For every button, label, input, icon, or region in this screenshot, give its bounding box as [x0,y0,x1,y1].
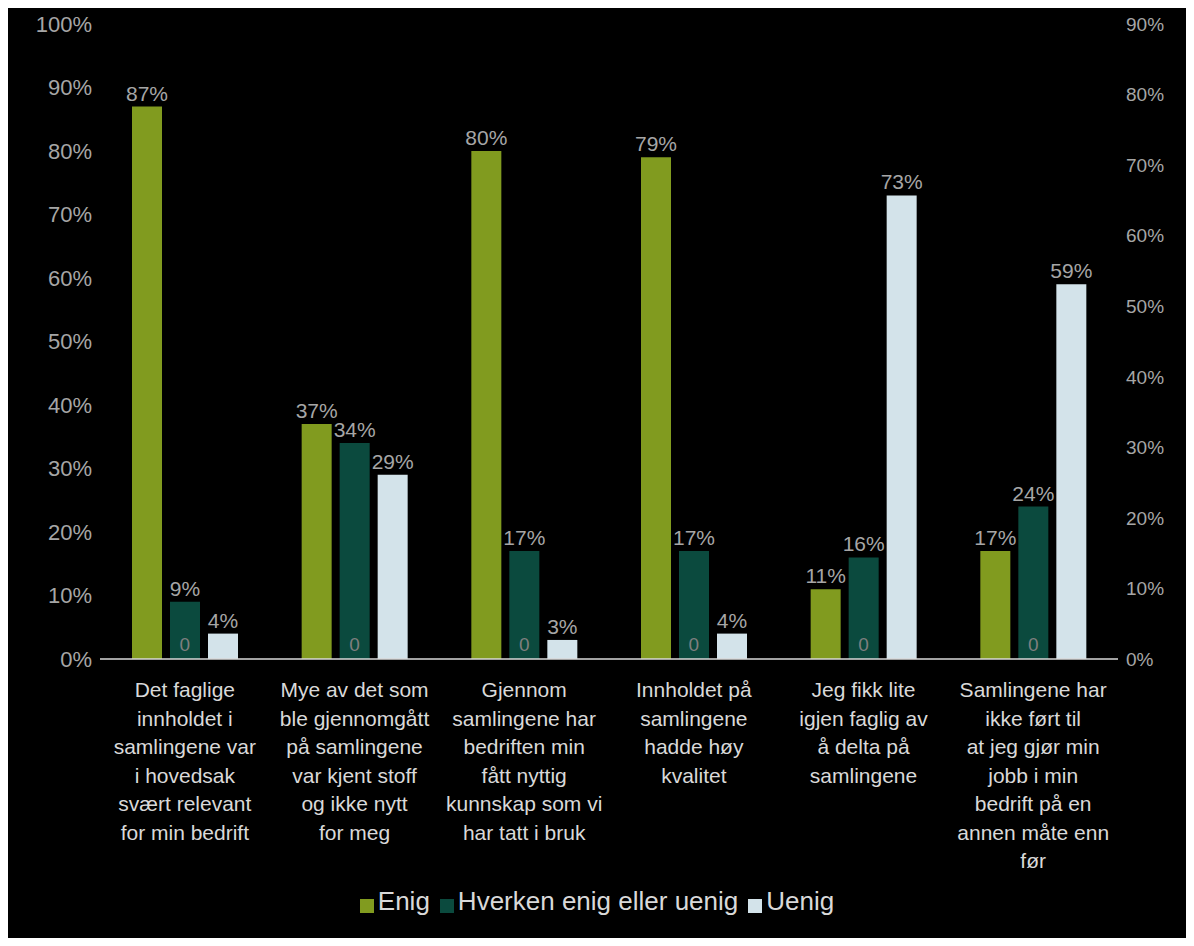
svg-text:Innholdet påsamlingenehadde hø: Innholdet påsamlingenehadde høykvalitet [636,678,752,787]
svg-text:Jeg fikk liteigjen faglig avå: Jeg fikk liteigjen faglig avå delta påsa… [799,678,928,787]
svg-text:100%: 100% [36,12,92,37]
svg-text:50%: 50% [48,329,92,354]
svg-text:17%: 17% [974,526,1016,549]
svg-text:59%: 59% [1050,259,1092,282]
svg-text:90%: 90% [48,75,92,100]
html-text:Hverken enig eller uenig: Hverken enig eller uenig [457,886,739,916]
svg-text:70%: 70% [1126,155,1164,176]
svg-text:10%: 10% [48,583,92,608]
svg-text:80%: 80% [465,126,507,149]
svg-text:40%: 40% [1126,367,1164,388]
svg-text:40%: 40% [48,393,92,418]
svg-text:16%: 16% [843,532,885,555]
svg-text:11%: 11% [805,564,845,587]
svg-text:60%: 60% [48,266,92,291]
svg-text:3%: 3% [547,615,577,638]
svg-text:30%: 30% [48,456,92,481]
svg-text:4%: 4% [208,609,238,632]
html-text:Uenig: Uenig [766,886,835,916]
svg-text:73%: 73% [881,170,923,193]
svg-text:0: 0 [689,634,700,655]
html-text:Enig: Enig [377,886,430,916]
svg-text:80%: 80% [48,139,92,164]
svg-text:0%: 0% [60,647,92,672]
svg-text:87%: 87% [126,82,168,105]
svg-text:9%: 9% [170,577,200,600]
svg-text:4%: 4% [717,609,747,632]
svg-text:90%: 90% [1126,14,1164,35]
svg-text:20%: 20% [48,520,92,545]
svg-text:10%: 10% [1126,578,1164,599]
svg-text:0: 0 [180,634,191,655]
svg-text:37%: 37% [296,399,338,422]
svg-text:80%: 80% [1126,84,1164,105]
svg-text:70%: 70% [48,202,92,227]
svg-text:34%: 34% [334,418,376,441]
svg-text:0: 0 [349,634,360,655]
svg-text:Det fagligeinnholdet isamlinge: Det fagligeinnholdet isamlingene vari ho… [114,678,256,844]
svg-text:60%: 60% [1126,225,1164,246]
svg-text:30%: 30% [1126,437,1164,458]
svg-text:50%: 50% [1126,296,1164,317]
svg-text:17%: 17% [503,526,545,549]
svg-text:Gjennomsamlingene harbedriften: Gjennomsamlingene harbedriften minfått n… [446,678,602,844]
svg-text:79%: 79% [635,132,677,155]
svg-text:0: 0 [1028,634,1039,655]
svg-text:0%: 0% [1126,649,1154,670]
svg-text:20%: 20% [1126,508,1164,529]
svg-text:Mye av det somble gjennomgåttp: Mye av det somble gjennomgåttpå samlinge… [280,678,430,844]
svg-text:0: 0 [519,634,530,655]
svg-text:17%: 17% [673,526,715,549]
svg-text:Samlingene harikke ført tilat: Samlingene harikke ført tilat jeg gjør m… [957,678,1109,872]
svg-text:0: 0 [858,634,869,655]
svg-text:24%: 24% [1012,482,1054,505]
svg-text:29%: 29% [372,450,414,473]
